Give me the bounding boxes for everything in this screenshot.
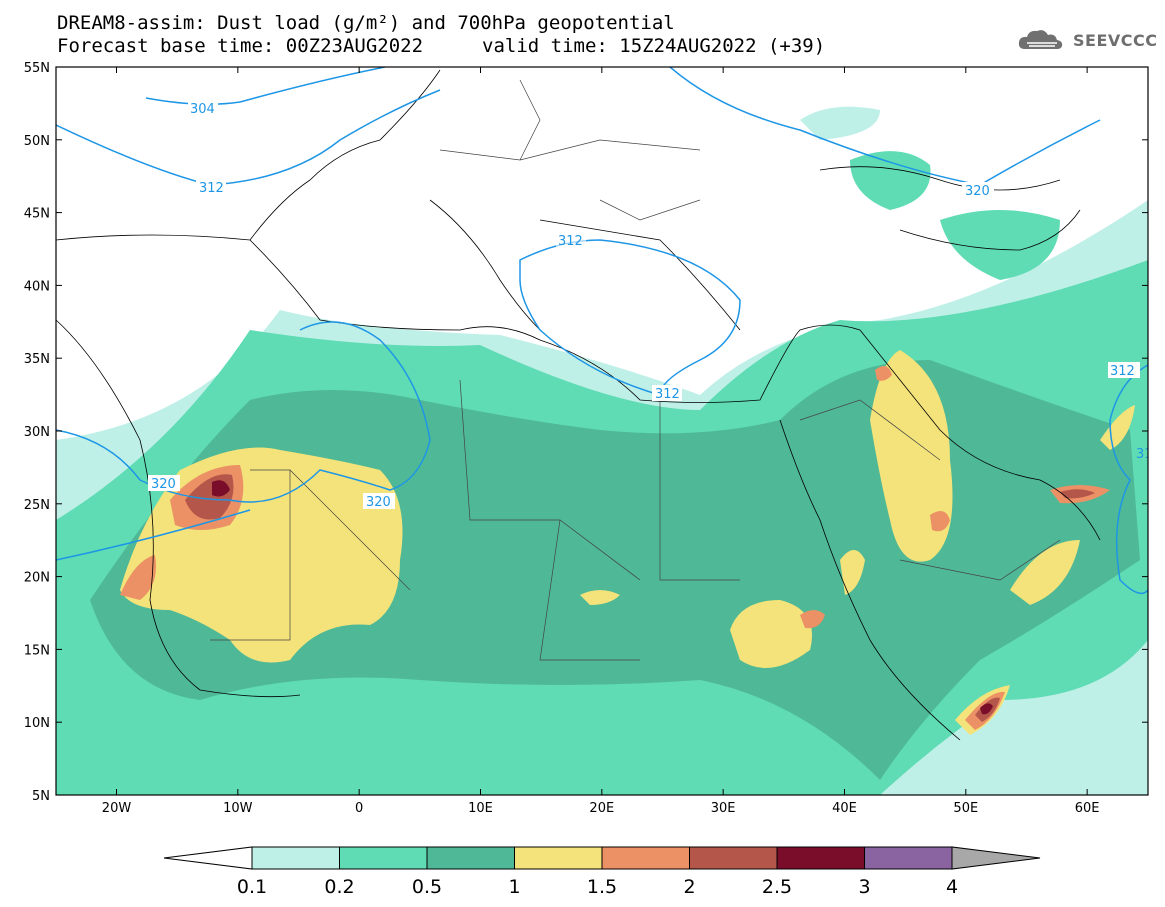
colorbar-segment (689, 846, 778, 870)
longitude-label: 10W (223, 801, 253, 816)
contour-label: 312 (655, 387, 680, 402)
latitude-label: 35N (24, 352, 50, 367)
colorbar-segment (601, 846, 690, 870)
latitude-label: 45N (24, 207, 50, 222)
latitude-axis: 55N 50N 45N 40N 35N 30N 25N 20N 15N 10N 5N (24, 61, 1148, 804)
longitude-axis: 20W 10W 0 10E 20E 30E 40E 50E 60E (102, 67, 1100, 816)
colorbar-label: 2.5 (762, 876, 792, 898)
colorbar-segment (426, 846, 515, 870)
contour-label: 312 (558, 234, 583, 249)
latitude-label: 20N (24, 571, 50, 586)
colorbar-label: 0.1 (237, 876, 267, 898)
colorbar-label: 2 (683, 876, 695, 898)
contour-label: 312 (1110, 364, 1135, 379)
longitude-label: 30E (711, 801, 736, 816)
colorbar-low-arrow (163, 846, 253, 870)
cloud-icon (1018, 30, 1063, 49)
colorbar-segment (339, 846, 428, 870)
longitude-label: 20E (589, 801, 614, 816)
longitude-label: 0 (355, 801, 363, 816)
latitude-label: 50N (24, 134, 50, 149)
longitude-label: 50E (953, 801, 978, 816)
contour-label: 320 (366, 495, 391, 510)
contour-label: 304 (190, 102, 215, 117)
longitude-label: 10E (468, 801, 493, 816)
contour-label: 320 (965, 184, 990, 199)
contour-label: 31 (1136, 447, 1153, 462)
colorbar-label: 1.5 (587, 876, 617, 898)
chart-title: DREAM8-assim: Dust load (g/m²) and 700hP… (57, 12, 675, 34)
latitude-label: 15N (24, 643, 50, 658)
colorbar-high-arrow (951, 846, 1041, 870)
colorbar-label: 4 (946, 876, 958, 898)
colorbar-label: 0.5 (412, 876, 442, 898)
longitude-label: 20W (102, 801, 132, 816)
colorbar-segment (776, 846, 865, 870)
geopotential-contours (56, 67, 1148, 595)
latitude-label: 30N (24, 425, 50, 440)
coastlines (56, 69, 1101, 741)
latitude-label: 10N (24, 716, 50, 731)
latitude-label: 40N (24, 279, 50, 294)
latitude-label: 55N (24, 61, 50, 76)
colorbar-segment (251, 846, 340, 870)
country-borders (210, 79, 1061, 661)
colorbar: 0.1 0.2 0.5 1 1.5 2 2.5 3 4 (163, 846, 1041, 898)
dust-field (56, 106, 1148, 795)
longitude-label: 60E (1075, 801, 1100, 816)
colorbar-label: 1 (508, 876, 520, 898)
latitude-label: 25N (24, 498, 50, 513)
longitude-label: 40E (832, 801, 857, 816)
latitude-label: 5N (32, 789, 50, 804)
valid-time: valid time: 15Z24AUG2022 (+39) (482, 35, 826, 57)
contour-label: 312 (199, 181, 224, 196)
colorbar-segment (864, 846, 953, 870)
contour-label: 320 (151, 477, 176, 492)
seevccc-logo: SEEVCCC (1017, 27, 1158, 53)
colorbar-label: 0.2 (324, 876, 354, 898)
colorbar-segment (514, 846, 603, 870)
contour-labels: 304 312 320 312 312 320 312 31 320 (148, 100, 1153, 510)
colorbar-label: 3 (858, 876, 870, 898)
logo-text: SEEVCCC (1073, 30, 1158, 50)
forecast-base-time: Forecast base time: 00Z23AUG2022 (57, 35, 424, 57)
